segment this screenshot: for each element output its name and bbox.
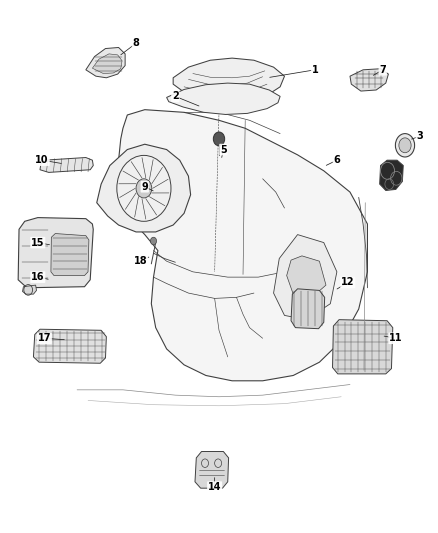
Circle shape — [150, 237, 156, 245]
Polygon shape — [22, 285, 36, 294]
Circle shape — [396, 134, 415, 157]
Circle shape — [136, 179, 152, 198]
Polygon shape — [92, 54, 122, 74]
Polygon shape — [332, 320, 393, 374]
Polygon shape — [86, 47, 125, 78]
Polygon shape — [40, 158, 93, 172]
Polygon shape — [97, 144, 191, 232]
Polygon shape — [18, 217, 93, 288]
Polygon shape — [291, 289, 325, 329]
Text: 9: 9 — [141, 182, 148, 192]
Text: 18: 18 — [134, 256, 147, 266]
Text: 2: 2 — [172, 91, 179, 101]
Text: 11: 11 — [389, 333, 403, 343]
Polygon shape — [117, 110, 367, 381]
Circle shape — [399, 138, 411, 153]
Polygon shape — [166, 83, 280, 115]
Polygon shape — [380, 160, 403, 190]
Polygon shape — [33, 329, 106, 364]
Polygon shape — [195, 451, 229, 488]
Circle shape — [117, 156, 171, 221]
Text: 17: 17 — [38, 333, 51, 343]
Polygon shape — [274, 235, 337, 320]
Text: 15: 15 — [31, 238, 45, 247]
Polygon shape — [173, 58, 285, 102]
Polygon shape — [51, 233, 89, 276]
Text: 7: 7 — [379, 65, 386, 75]
Text: 12: 12 — [341, 278, 354, 287]
Polygon shape — [350, 69, 389, 91]
Text: 10: 10 — [35, 155, 49, 165]
Text: 16: 16 — [31, 272, 45, 282]
Text: 5: 5 — [220, 144, 227, 155]
Text: 3: 3 — [417, 131, 423, 141]
Text: 14: 14 — [208, 482, 221, 492]
Text: 1: 1 — [312, 65, 318, 75]
Circle shape — [213, 132, 225, 146]
Text: 8: 8 — [133, 38, 139, 48]
Polygon shape — [287, 256, 326, 298]
Text: 6: 6 — [333, 155, 340, 165]
